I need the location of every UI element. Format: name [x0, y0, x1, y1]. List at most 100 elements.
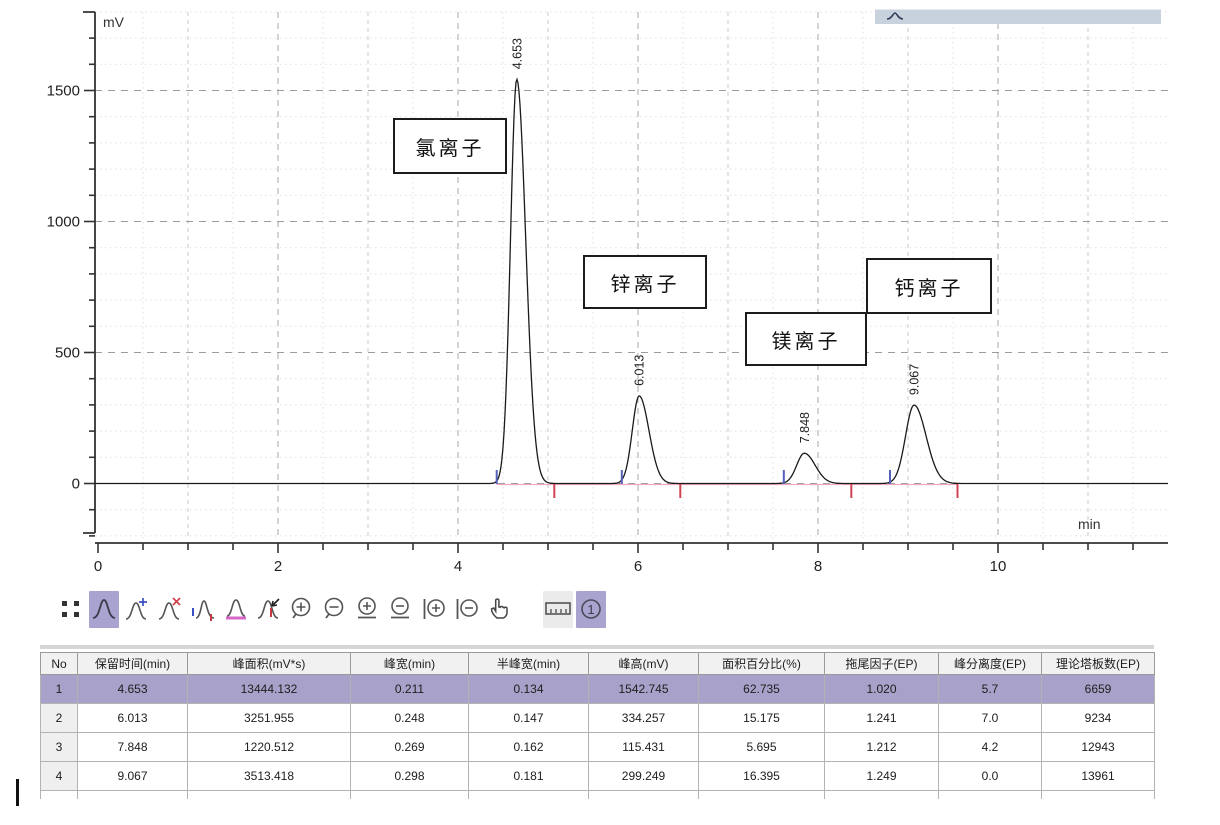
table-cell: 3513.418	[187, 761, 351, 791]
table-cell: 334.257	[588, 703, 699, 733]
legend-bar-cropped[interactable]	[875, 9, 1161, 24]
table-column-header[interactable]: 理论塔板数(EP)	[1041, 652, 1155, 675]
table-cell: 15.175	[698, 703, 825, 733]
table-column-header[interactable]: 保留时间(min)	[77, 652, 188, 675]
legend-trace-icon	[886, 12, 904, 20]
table-cell: 1220.512	[187, 732, 351, 762]
x-tick-label: 2	[274, 558, 282, 575]
peak-annotation-box[interactable]: 钙离子	[866, 258, 992, 314]
peak-pick-arrow-button[interactable]	[254, 591, 284, 628]
table-column-header[interactable]: 峰面积(mV*s)	[187, 652, 351, 675]
table-cell: 0.134	[468, 674, 589, 704]
peak-annotation-box[interactable]: 锌离子	[583, 255, 707, 309]
zoom-out-vertical-button[interactable]	[452, 591, 482, 628]
zoom-in-horizontal-button[interactable]	[353, 591, 383, 628]
table-cell	[40, 790, 78, 799]
pan-hand-button[interactable]	[485, 591, 515, 628]
table-cell	[588, 790, 699, 799]
table-cell	[938, 790, 1042, 799]
fit-view-button[interactable]	[56, 591, 86, 628]
table-column-header[interactable]: 峰高(mV)	[588, 652, 699, 675]
table-cell: 3	[40, 732, 78, 762]
table-cell	[824, 790, 939, 799]
table-column-header[interactable]: 拖尾因子(EP)	[824, 652, 939, 675]
x-tick-label: 0	[94, 558, 102, 575]
table-column-header[interactable]: 峰宽(min)	[350, 652, 469, 675]
table-cell: 0.269	[350, 732, 469, 762]
table-cell: 6659	[1041, 674, 1155, 704]
peak-rt-label: 4.653	[510, 38, 524, 69]
table-cell: 0.248	[350, 703, 469, 733]
text-cursor	[16, 779, 19, 806]
zoom-in-vertical-button[interactable]	[419, 591, 449, 628]
table-row-partial	[40, 790, 1155, 799]
zoom-in-button[interactable]	[287, 591, 317, 628]
table-cell: 7.848	[77, 732, 188, 762]
table-column-header[interactable]: No	[40, 652, 78, 675]
table-cell: 1542.745	[588, 674, 699, 704]
table-cell: 62.735	[698, 674, 825, 704]
peak-results-table[interactable]: No 保留时间(min) 峰面积(mV*s) 峰宽(min) 半峰宽(min) 峰高(mV…	[40, 652, 1155, 799]
table-cell: 12943	[1041, 732, 1155, 762]
peak-start-end-button[interactable]	[188, 591, 218, 628]
table-cell: 9234	[1041, 703, 1155, 733]
y-tick-label: 0	[72, 476, 80, 493]
table-cell: 2	[40, 703, 78, 733]
table-row[interactable]: 1 4.653 13444.132 0.211 0.134 1542.745 62.735 1…	[40, 674, 1155, 704]
peak-rt-label: 9.067	[908, 364, 922, 395]
table-row[interactable]: 3 7.848 1220.512 0.269 0.162 115.431 5.695 1.21…	[40, 732, 1155, 762]
table-column-header[interactable]: 半峰宽(min)	[468, 652, 589, 675]
y-tick-label: 1500	[47, 83, 80, 100]
table-cell	[187, 790, 351, 799]
peak-annotation-box[interactable]: 镁离子	[745, 312, 867, 366]
overlay-1-button[interactable]: 1	[576, 590, 606, 628]
table-cell: 4	[40, 761, 78, 791]
table-row[interactable]: 4 9.067 3513.418 0.298 0.181 299.249 16.395 1.2…	[40, 761, 1155, 791]
delete-peak-button[interactable]	[155, 591, 185, 628]
table-cell: 1	[40, 674, 78, 704]
peak-results-panel: No 保留时间(min) 峰面积(mV*s) 峰宽(min) 半峰宽(min) 峰高(mV…	[40, 645, 1155, 799]
table-cell: 5.695	[698, 732, 825, 762]
table-cell: 1.212	[824, 732, 939, 762]
peak-annotation-box[interactable]: 氯离子	[393, 118, 507, 174]
signal-trace	[95, 77, 1168, 485]
add-peak-button[interactable]	[122, 591, 152, 628]
toolbar: 1	[56, 589, 606, 629]
table-cell: 13961	[1041, 761, 1155, 791]
ruler-button[interactable]	[543, 590, 573, 628]
table-cell: 7.0	[938, 703, 1042, 733]
table-column-header[interactable]: 面积百分比(%)	[698, 652, 825, 675]
x-tick-label: 4	[454, 558, 462, 575]
table-row[interactable]: 2 6.013 3251.955 0.248 0.147 334.257 15.175 1.2…	[40, 703, 1155, 733]
table-cell: 0.147	[468, 703, 589, 733]
peak-rt-label: 6.013	[633, 355, 647, 386]
table-cell: 13444.132	[187, 674, 351, 704]
table-cell	[1041, 790, 1155, 799]
zoom-out-button[interactable]	[320, 591, 350, 628]
table-cell: 0.211	[350, 674, 469, 704]
zoom-out-horizontal-button[interactable]	[386, 591, 416, 628]
table-cell	[350, 790, 469, 799]
table-cell: 3251.955	[187, 703, 351, 733]
table-cell: 5.7	[938, 674, 1042, 704]
table-cell	[468, 790, 589, 799]
table-cell: 4.2	[938, 732, 1042, 762]
table-cell: 1.241	[824, 703, 939, 733]
table-cell	[77, 790, 188, 799]
x-tick-label: 10	[990, 558, 1007, 575]
table-cell: 4.653	[77, 674, 188, 704]
table-cell: 0.181	[468, 761, 589, 791]
peak-tool-button[interactable]	[89, 590, 119, 628]
y-axis-unit-label: mV	[103, 14, 124, 30]
baseline-tool-button[interactable]	[221, 591, 251, 628]
chromatogram-canvas[interactable]: 0 500 1000 1500 0 2 4 6 8 10 4.653 6.013 7.848 9.067	[0, 0, 1220, 588]
table-cell: 0.162	[468, 732, 589, 762]
table-cell: 1.020	[824, 674, 939, 704]
table-cell: 299.249	[588, 761, 699, 791]
x-tick-label: 8	[814, 558, 822, 575]
overlay-number-label: 1	[587, 602, 594, 617]
chromatogram-plot[interactable]: 0 500 1000 1500 0 2 4 6 8 10 4.653 6.013 7.848 9.067 …	[0, 0, 1220, 588]
table-cell: 115.431	[588, 732, 699, 762]
table-column-header[interactable]: 峰分离度(EP)	[938, 652, 1042, 675]
